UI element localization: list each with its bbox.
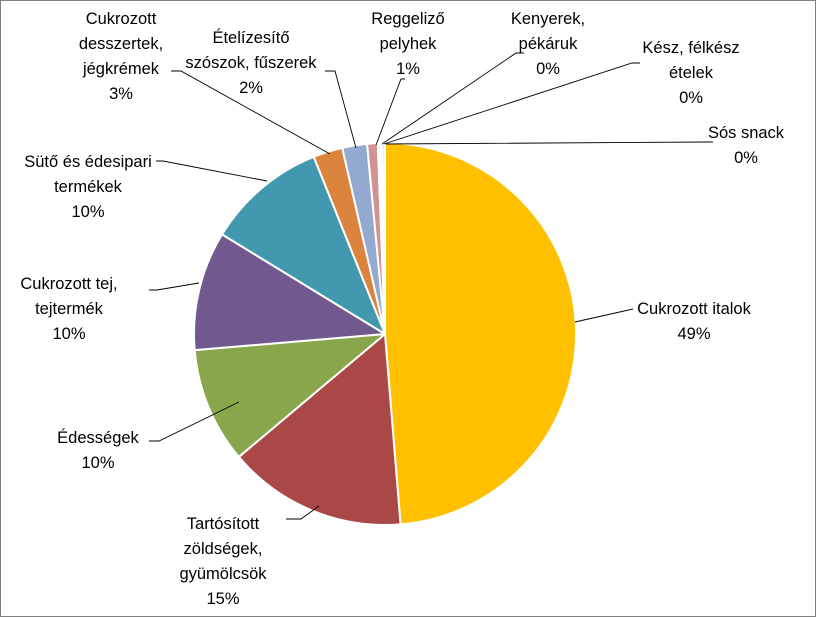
- pie-slice: [237, 333, 402, 526]
- data-label-line: termékek: [54, 178, 123, 196]
- data-label-line: 2%: [239, 79, 263, 97]
- data-label-line: 3%: [109, 85, 133, 103]
- data-label-line: 10%: [71, 203, 104, 221]
- data-label-line: Kenyerek,: [511, 10, 585, 28]
- leader-line: [286, 505, 320, 520]
- data-label: Kenyerek, pékáruk 0%: [511, 10, 585, 78]
- data-label-line: jégkrémek: [82, 60, 160, 78]
- data-label-line: Édességek: [57, 428, 139, 447]
- data-label-line: Cukrozott tej,: [20, 275, 117, 293]
- pie-slice: [193, 233, 386, 352]
- leader-line: [375, 78, 405, 146]
- leader-line: [383, 62, 640, 145]
- data-label: Cukrozott tej, tejtermék 10%: [20, 275, 117, 343]
- pie-slice: [221, 155, 386, 335]
- data-label: Tartósított zöldségek, gyümölcsök 15%: [179, 515, 267, 608]
- data-label-line: 15%: [206, 590, 239, 608]
- data-label-line: Tartósított: [187, 515, 260, 533]
- data-label-line: pelyhek: [380, 35, 438, 53]
- leader-line: [574, 308, 634, 323]
- data-label-line: 10%: [52, 325, 85, 343]
- leader-line: [149, 282, 200, 291]
- data-label-line: ételek: [669, 64, 714, 82]
- data-label-line: Sütő és édesipari: [24, 153, 152, 171]
- leader-line: [385, 141, 713, 145]
- data-label-line: Sós snack: [708, 124, 785, 142]
- leader-line: [171, 70, 331, 155]
- data-label: Kész, félkész ételek 0%: [642, 39, 739, 107]
- data-label: Cukrozott desszertek, jégkrémek 3%: [79, 10, 163, 103]
- pie-slice: [193, 333, 386, 458]
- data-label-line: Cukrozott italok: [637, 300, 751, 318]
- leader-line: [381, 52, 524, 145]
- data-label-line: 0%: [679, 89, 703, 107]
- data-label: Reggeliző pelyhek 1%: [371, 10, 444, 78]
- data-label-line: szószok, fűszerek: [185, 54, 317, 72]
- leader-line: [156, 160, 268, 182]
- data-label-line: zöldségek,: [184, 540, 263, 558]
- data-label: Sós snack 0%: [708, 124, 785, 167]
- data-label: Ételízesítő szószok, fűszerek 2%: [185, 28, 317, 97]
- data-label: Édességek 10%: [57, 428, 139, 472]
- data-label-line: Ételízesítő: [212, 28, 289, 47]
- pie-slice: [384, 142, 578, 526]
- data-label-line: Kész, félkész: [642, 39, 739, 57]
- data-label-line: pékáruk: [519, 35, 578, 53]
- data-label: Cukrozott italok 49%: [637, 300, 751, 343]
- data-label-line: Reggeliző: [371, 10, 444, 28]
- data-label-line: desszertek,: [79, 35, 163, 53]
- data-label-line: Cukrozott: [86, 10, 157, 28]
- leader-line: [149, 401, 240, 442]
- data-label-line: gyümölcsök: [179, 565, 267, 583]
- leader-line: [325, 70, 357, 149]
- data-label-line: 10%: [81, 454, 114, 472]
- data-label-line: 0%: [536, 60, 560, 78]
- data-label-line: tejtermék: [35, 300, 104, 318]
- data-label-line: 1%: [396, 60, 420, 78]
- data-label: Sütő és édesipari termékek 10%: [24, 153, 152, 221]
- data-label-line: 49%: [677, 325, 710, 343]
- data-label-line: 0%: [734, 149, 758, 167]
